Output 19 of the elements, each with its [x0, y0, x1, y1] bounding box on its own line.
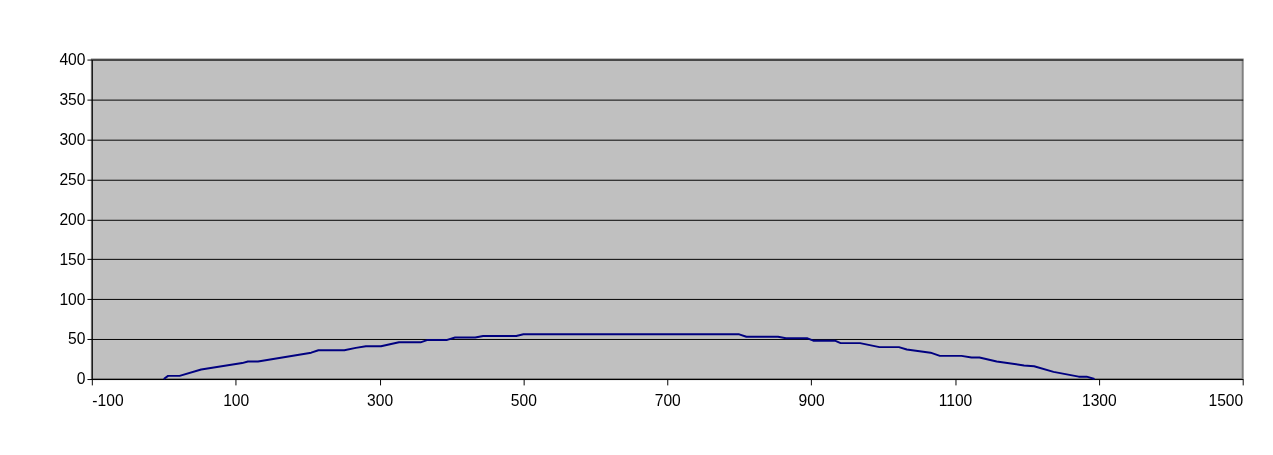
- x-tick-label: 1100: [938, 391, 973, 409]
- x-tick-label: 900: [798, 391, 825, 409]
- y-tick-label: 400: [59, 50, 86, 68]
- y-tick-label: 150: [59, 250, 86, 268]
- x-tick-label: 500: [510, 391, 538, 409]
- y-tick-label: 100: [59, 290, 86, 308]
- y-tick-label: 250: [59, 170, 86, 188]
- x-tick-label: 1300: [1081, 391, 1118, 409]
- x-tick-label: -100: [92, 391, 124, 409]
- y-tick-label: 300: [59, 130, 86, 148]
- y-tick-label: 350: [59, 90, 86, 108]
- x-tick-label: 300: [367, 391, 394, 409]
- y-tick-label: 50: [68, 330, 86, 348]
- x-tick-label: 1500: [1208, 391, 1244, 409]
- y-tick-label: 200: [59, 210, 86, 228]
- x-tick-label: 100: [223, 391, 250, 409]
- x-tick-label: 700: [654, 391, 682, 409]
- y-tick-label: 0: [76, 370, 86, 388]
- line-series: [162, 333, 1096, 381]
